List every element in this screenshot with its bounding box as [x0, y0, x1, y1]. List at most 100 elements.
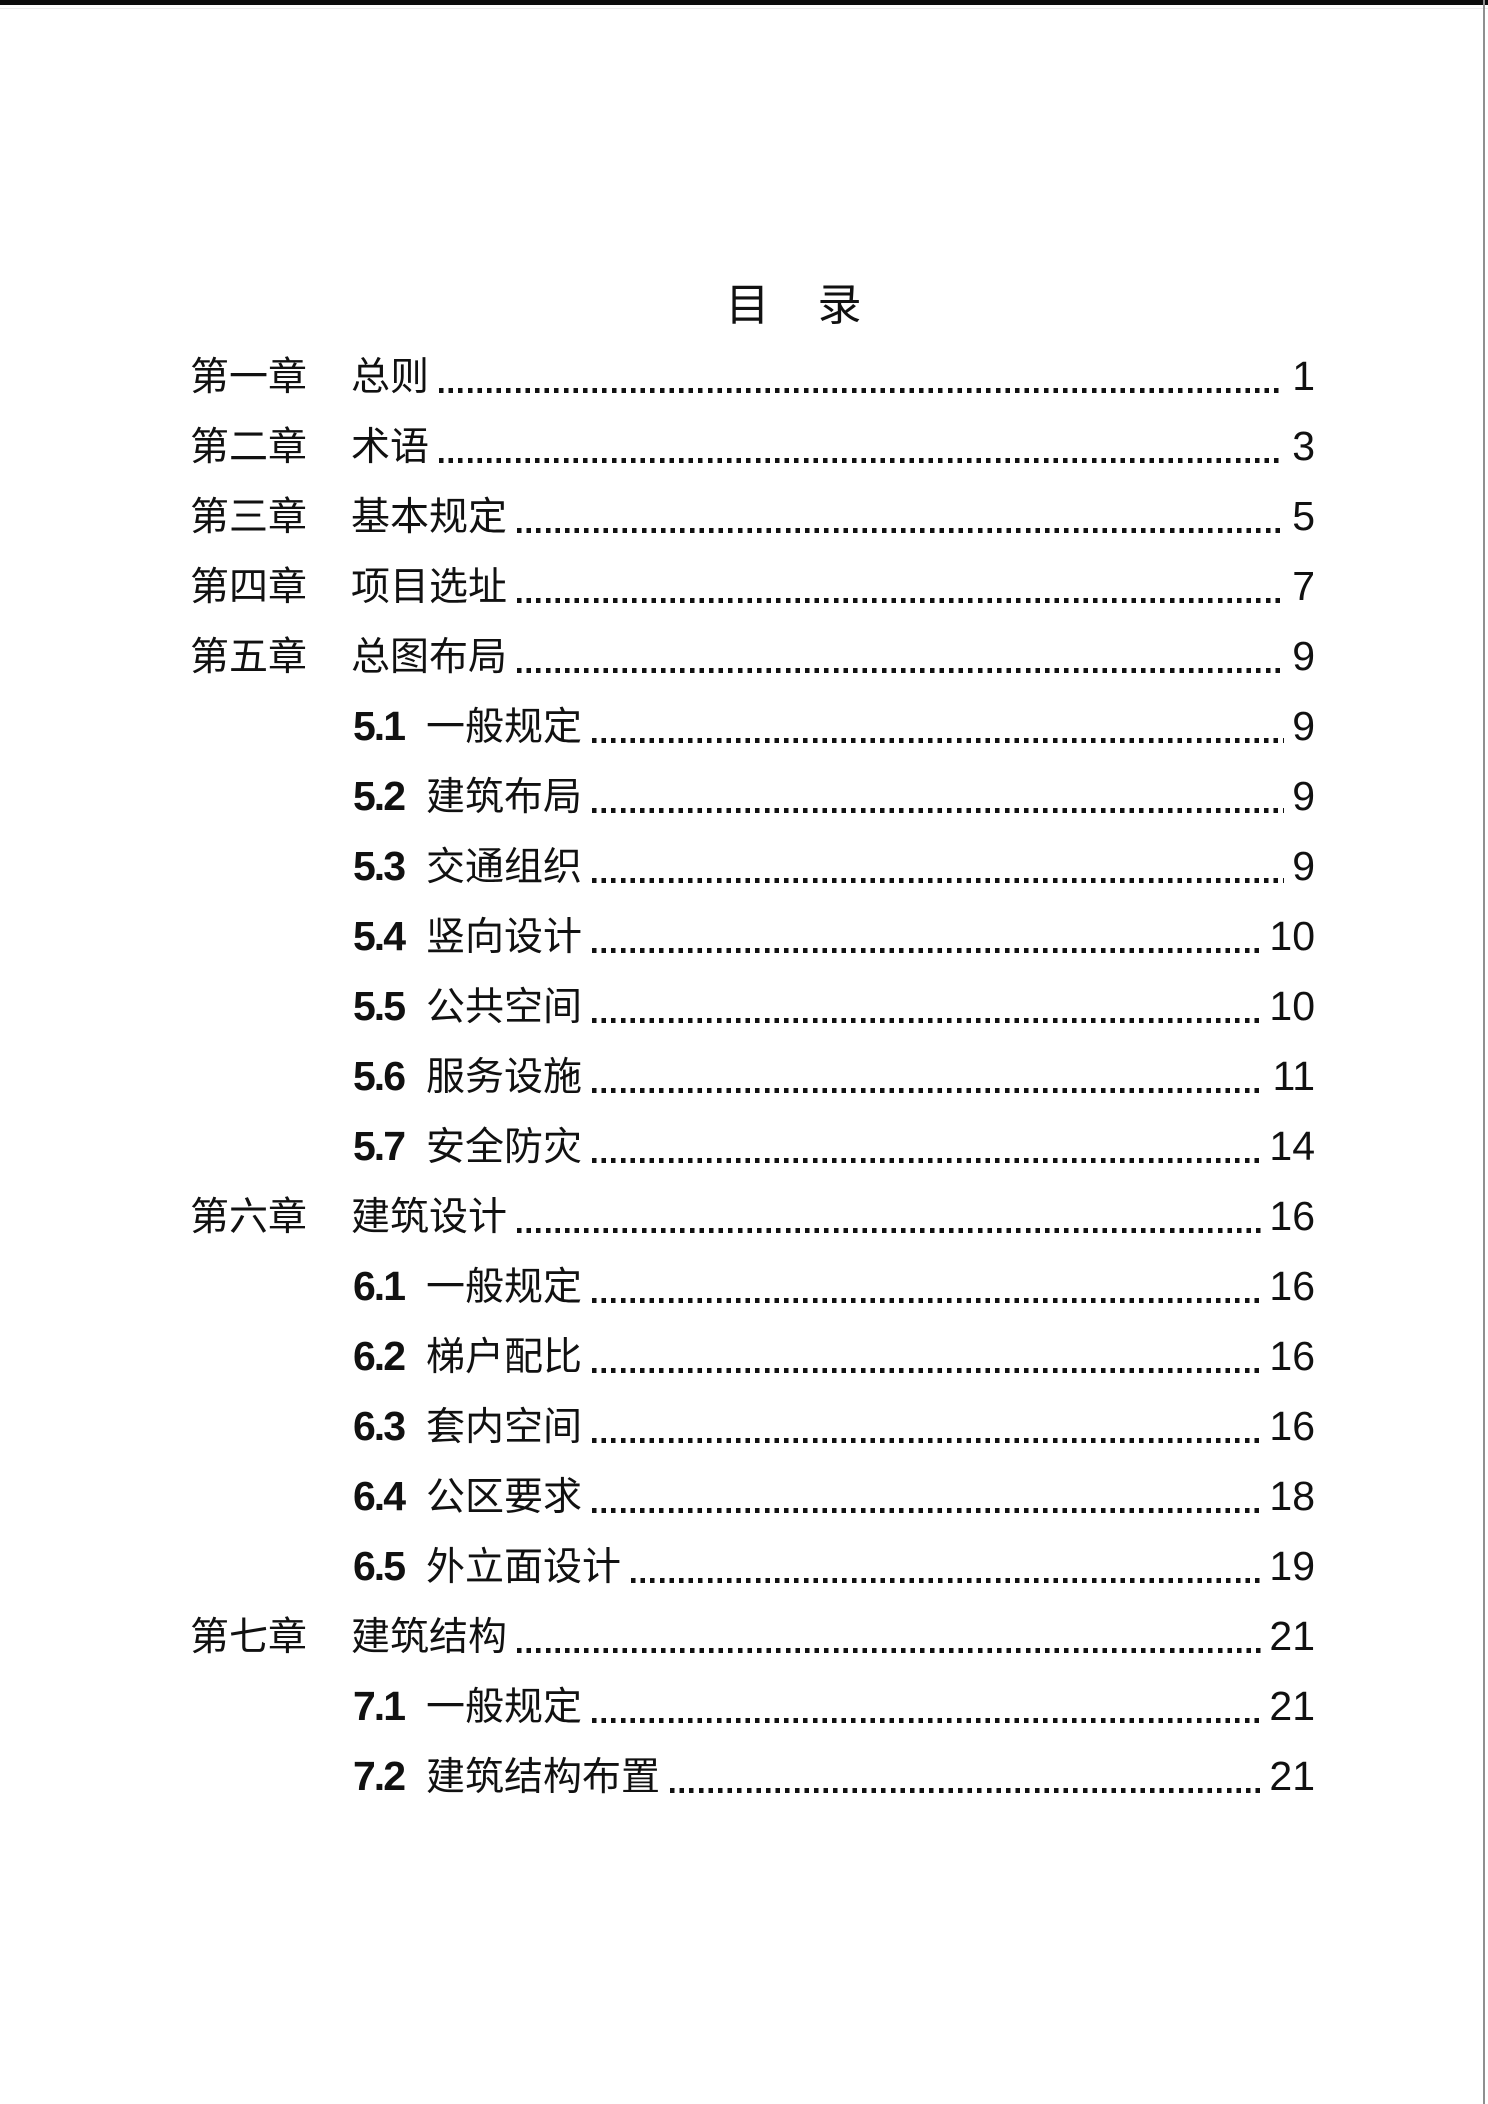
- toc-entry-6.3[interactable]: 6.3 套内空间 16: [190, 1391, 1315, 1461]
- toc-entry-6.1[interactable]: 6.1 一般规定 16: [190, 1251, 1315, 1321]
- dot-leader: [592, 878, 1285, 883]
- entry-number: 7.2: [353, 1753, 406, 1799]
- toc-entry-5.3[interactable]: 5.3 交通组织 9: [190, 831, 1315, 901]
- toc-entry-第七章[interactable]: 第七章 建筑结构 21: [190, 1601, 1315, 1671]
- toc-entry-5.2[interactable]: 5.2 建筑布局 9: [190, 761, 1315, 831]
- entry-title: 一般规定: [426, 706, 583, 749]
- toc-entry-7.1[interactable]: 7.1 一般规定 21: [190, 1671, 1315, 1741]
- dot-leader: [592, 1018, 1262, 1023]
- toc-entry-第五章[interactable]: 第五章 总图布局 9: [190, 621, 1315, 691]
- entry-title: 建筑设计: [351, 1196, 508, 1239]
- toc-entry-第二章[interactable]: 第二章 术语 3: [190, 411, 1315, 481]
- entry-number: 6.1: [353, 1263, 406, 1309]
- dot-leader: [670, 1788, 1262, 1793]
- entry-title: 建筑布局: [426, 776, 583, 819]
- page-right-edge: [1483, 0, 1485, 2104]
- entry-number: 6.5: [353, 1543, 406, 1589]
- dot-leader: [439, 388, 1285, 393]
- entry-page-number: 19: [1269, 1543, 1315, 1589]
- dot-leader: [592, 738, 1285, 743]
- dot-leader: [517, 668, 1285, 673]
- entry-number: 6.4: [353, 1473, 406, 1519]
- toc-entry-5.1[interactable]: 5.1 一般规定 9: [190, 691, 1315, 761]
- entry-title: 基本规定: [351, 496, 508, 539]
- dot-leader: [592, 948, 1262, 953]
- entry-page-number: 7: [1292, 563, 1315, 609]
- entry-page-number: 3: [1292, 423, 1315, 469]
- entry-title: 竖向设计: [426, 916, 583, 959]
- entry-number: 第三章: [190, 496, 308, 539]
- dot-leader: [592, 1158, 1262, 1163]
- entry-title: 交通组织: [426, 846, 583, 889]
- entry-number: 6.2: [353, 1333, 406, 1379]
- toc-entry-第六章[interactable]: 第六章 建筑设计 16: [190, 1181, 1315, 1251]
- toc-entry-7.2[interactable]: 7.2 建筑结构布置 21: [190, 1741, 1315, 1811]
- toc-entry-5.5[interactable]: 5.5 公共空间 10: [190, 971, 1315, 1041]
- toc-entry-第四章[interactable]: 第四章 项目选址 7: [190, 551, 1315, 621]
- window-top-edge: [0, 0, 1488, 5]
- toc-entry-5.7[interactable]: 5.7 安全防灾 14: [190, 1111, 1315, 1181]
- toc-entry-第一章[interactable]: 第一章 总则 1: [190, 341, 1315, 411]
- entry-title: 梯户配比: [426, 1336, 583, 1379]
- entry-page-number: 9: [1292, 703, 1315, 749]
- dot-leader: [517, 1228, 1262, 1233]
- entry-page-number: 11: [1272, 1053, 1315, 1099]
- entry-number: 6.3: [353, 1403, 406, 1449]
- entry-page-number: 1: [1292, 353, 1315, 399]
- entry-page-number: 9: [1292, 773, 1315, 819]
- dot-leader: [631, 1578, 1262, 1583]
- entry-page-number: 9: [1292, 633, 1315, 679]
- toc-entry-6.2[interactable]: 6.2 梯户配比 16: [190, 1321, 1315, 1391]
- entry-title: 总则: [351, 356, 430, 399]
- toc-title: 目 录: [725, 281, 864, 330]
- entry-title: 套内空间: [426, 1406, 583, 1449]
- toc-list: 第一章 总则 1 第二章 术语 3 第三章 基本规定 5 第四章 项目选址 7 …: [190, 341, 1315, 1811]
- dot-leader: [592, 1718, 1262, 1723]
- entry-title: 一般规定: [426, 1266, 583, 1309]
- entry-title: 建筑结构: [351, 1616, 508, 1659]
- entry-number: 5.4: [353, 913, 406, 959]
- entry-title: 总图布局: [351, 636, 508, 679]
- entry-number: 7.1: [353, 1683, 406, 1729]
- entry-page-number: 10: [1269, 983, 1315, 1029]
- dot-leader: [517, 598, 1285, 603]
- entry-page-number: 5: [1292, 493, 1315, 539]
- entry-number: 5.7: [353, 1123, 406, 1169]
- entry-number: 5.6: [353, 1053, 406, 1099]
- entry-page-number: 21: [1269, 1613, 1315, 1659]
- entry-page-number: 21: [1269, 1683, 1315, 1729]
- entry-page-number: 18: [1269, 1473, 1315, 1519]
- table-of-contents: 目 录 第一章 总则 1 第二章 术语 3 第三章 基本规定 5 第四章 项目选…: [190, 271, 1315, 1811]
- dot-leader: [592, 1298, 1262, 1303]
- entry-number: 第四章: [190, 566, 308, 609]
- entry-title: 公区要求: [426, 1476, 583, 1519]
- entry-title: 术语: [351, 426, 430, 469]
- entry-page-number: 16: [1269, 1403, 1315, 1449]
- entry-title: 公共空间: [426, 986, 583, 1029]
- entry-number: 5.3: [353, 843, 406, 889]
- entry-number: 第二章: [190, 426, 308, 469]
- entry-page-number: 16: [1269, 1193, 1315, 1239]
- dot-leader: [439, 458, 1285, 463]
- entry-number: 5.5: [353, 983, 406, 1029]
- entry-page-number: 10: [1269, 913, 1315, 959]
- entry-number: 第七章: [190, 1616, 308, 1659]
- entry-number: 第六章: [190, 1196, 308, 1239]
- entry-page-number: 16: [1269, 1333, 1315, 1379]
- entry-title: 项目选址: [351, 566, 508, 609]
- toc-entry-5.4[interactable]: 5.4 竖向设计 10: [190, 901, 1315, 971]
- entry-title: 一般规定: [426, 1686, 583, 1729]
- toc-entry-6.5[interactable]: 6.5 外立面设计 19: [190, 1531, 1315, 1601]
- dot-leader: [592, 1508, 1262, 1513]
- dot-leader: [517, 528, 1285, 533]
- page-top-separator: [0, 8, 1488, 9]
- entry-number: 5.1: [353, 703, 406, 749]
- toc-entry-6.4[interactable]: 6.4 公区要求 18: [190, 1461, 1315, 1531]
- toc-entry-5.6[interactable]: 5.6 服务设施 11: [190, 1041, 1315, 1111]
- entry-number: 第五章: [190, 636, 308, 679]
- toc-entry-第三章[interactable]: 第三章 基本规定 5: [190, 481, 1315, 551]
- entry-number: 5.2: [353, 773, 406, 819]
- dot-leader: [592, 1368, 1262, 1373]
- entry-title: 建筑结构布置: [426, 1756, 661, 1799]
